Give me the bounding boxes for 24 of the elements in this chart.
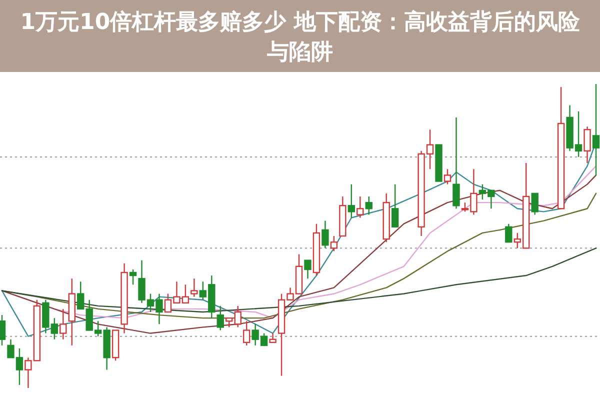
candlestick xyxy=(304,260,312,280)
candlestick xyxy=(242,320,250,346)
candlestick xyxy=(330,235,338,252)
candlestick xyxy=(226,317,233,328)
candlestick xyxy=(452,116,460,210)
candlestick xyxy=(584,126,591,164)
candlestick xyxy=(60,308,67,340)
candlestick xyxy=(444,168,452,185)
candlestick xyxy=(391,184,399,228)
candlestick xyxy=(0,314,6,346)
chart-title: 1万元10倍杠杆最多赔多少 地下配资：高收益背后的风险与陷阱 xyxy=(20,9,581,65)
candlestick xyxy=(234,305,242,328)
candlestick xyxy=(129,268,137,286)
candlestick xyxy=(190,278,198,298)
candlestick xyxy=(269,332,276,343)
candlestick xyxy=(356,196,364,218)
candlestick xyxy=(77,281,84,310)
candlestick xyxy=(322,220,329,249)
candlestick xyxy=(592,83,600,176)
candlestick xyxy=(505,223,512,243)
candlestick xyxy=(531,192,538,216)
candlestick xyxy=(365,196,372,216)
candlestick xyxy=(216,305,224,331)
candlestick xyxy=(348,184,356,218)
